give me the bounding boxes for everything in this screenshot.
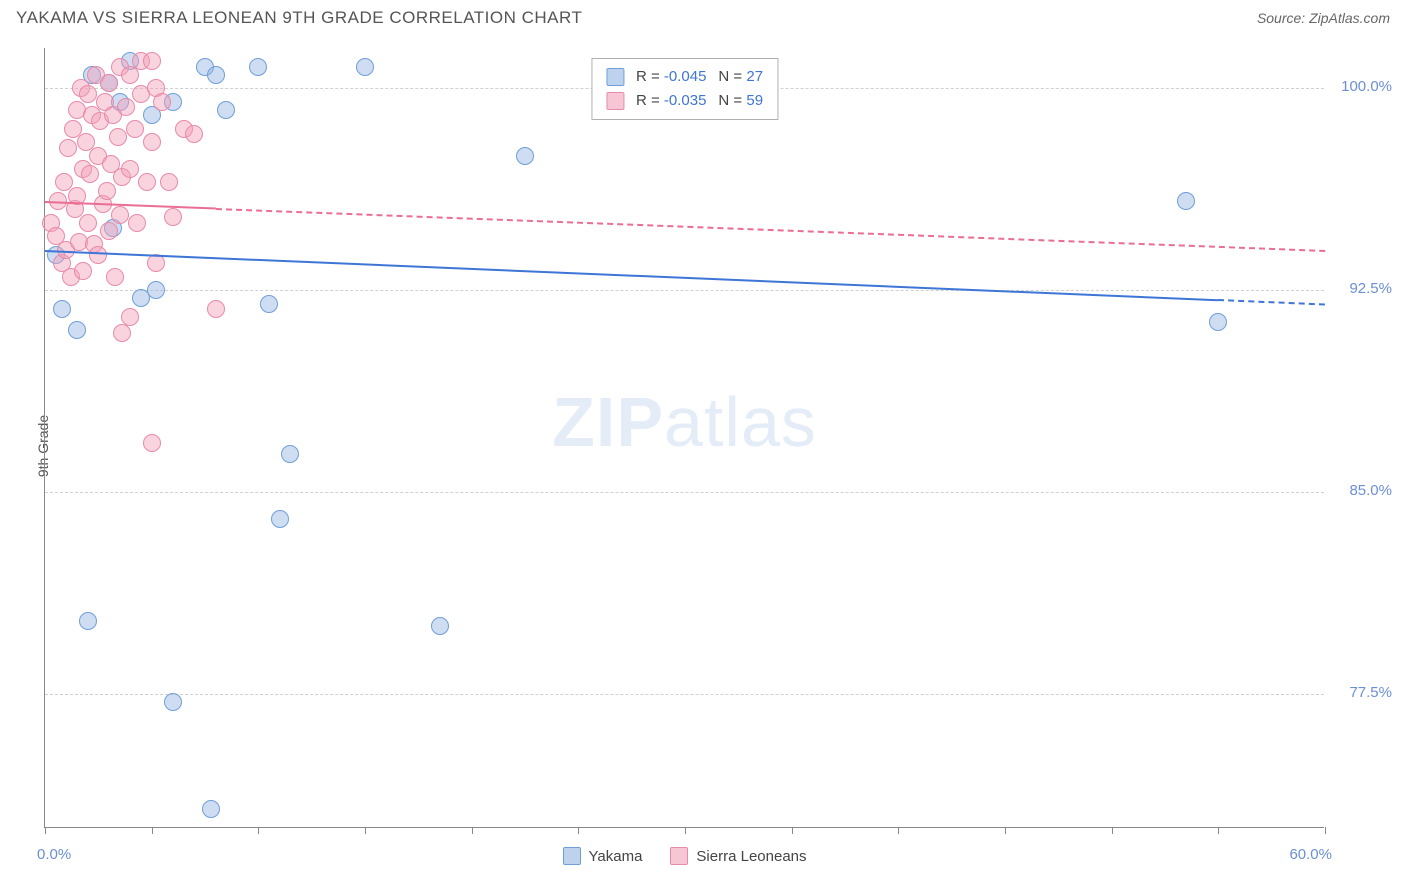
data-point (111, 206, 129, 224)
data-point (516, 147, 534, 165)
data-point (113, 324, 131, 342)
data-point (160, 173, 178, 191)
x-tick (1112, 827, 1113, 834)
data-point (202, 800, 220, 818)
data-point (68, 321, 86, 339)
data-point (356, 58, 374, 76)
page-title: YAKAMA VS SIERRA LEONEAN 9TH GRADE CORRE… (16, 8, 582, 28)
x-tick (365, 827, 366, 834)
data-point (79, 612, 97, 630)
swatch-pink-icon (670, 847, 688, 865)
data-point (98, 182, 116, 200)
trend-line-extrapolated (1218, 299, 1325, 305)
data-point (128, 214, 146, 232)
data-point (153, 93, 171, 111)
data-point (79, 214, 97, 232)
data-point (164, 693, 182, 711)
y-tick-label: 85.0% (1349, 482, 1392, 499)
swatch-pink-icon (606, 92, 624, 110)
data-point (143, 133, 161, 151)
data-point (147, 281, 165, 299)
data-point (106, 268, 124, 286)
x-tick (258, 827, 259, 834)
y-tick-label: 92.5% (1349, 280, 1392, 297)
plot-region: 77.5%85.0%92.5%100.0% (45, 48, 1324, 827)
swatch-blue-icon (606, 68, 624, 86)
data-point (138, 173, 156, 191)
data-point (249, 58, 267, 76)
data-point (79, 85, 97, 103)
data-point (121, 308, 139, 326)
data-point (81, 165, 99, 183)
data-point (100, 74, 118, 92)
x-axis-max-label: 60.0% (1289, 846, 1332, 863)
legend-item-yakama: Yakama (563, 847, 643, 865)
data-point (109, 128, 127, 146)
legend: Yakama Sierra Leoneans (563, 847, 807, 865)
trend-line-extrapolated (216, 208, 1325, 252)
gridline (45, 694, 1324, 695)
data-point (53, 300, 71, 318)
data-point (74, 262, 92, 280)
trend-line (45, 250, 1218, 301)
data-point (143, 434, 161, 452)
data-point (143, 52, 161, 70)
x-tick (1218, 827, 1219, 834)
x-tick (792, 827, 793, 834)
x-tick (578, 827, 579, 834)
data-point (1177, 192, 1195, 210)
x-tick (152, 827, 153, 834)
source-attribution: Source: ZipAtlas.com (1257, 10, 1390, 26)
data-point (281, 445, 299, 463)
swatch-blue-icon (563, 847, 581, 865)
gridline (45, 492, 1324, 493)
stats-row-yakama: R = -0.045 N = 27 (606, 65, 763, 89)
chart-area: 77.5%85.0%92.5%100.0% ZIPatlas R = -0.04… (44, 48, 1324, 828)
data-point (164, 208, 182, 226)
data-point (431, 617, 449, 635)
x-axis-min-label: 0.0% (37, 846, 71, 863)
gridline (45, 290, 1324, 291)
x-tick (685, 827, 686, 834)
data-point (185, 125, 203, 143)
data-point (117, 98, 135, 116)
stats-row-sierra: R = -0.035 N = 59 (606, 89, 763, 113)
data-point (271, 510, 289, 528)
data-point (89, 246, 107, 264)
x-tick (1325, 827, 1326, 834)
x-tick (898, 827, 899, 834)
data-point (126, 120, 144, 138)
y-tick-label: 77.5% (1349, 684, 1392, 701)
data-point (260, 295, 278, 313)
data-point (121, 160, 139, 178)
legend-item-sierra: Sierra Leoneans (670, 847, 806, 865)
data-point (217, 101, 235, 119)
data-point (1209, 313, 1227, 331)
data-point (59, 139, 77, 157)
data-point (207, 66, 225, 84)
data-point (100, 222, 118, 240)
y-tick-label: 100.0% (1341, 78, 1392, 95)
x-tick (1005, 827, 1006, 834)
header: YAKAMA VS SIERRA LEONEAN 9TH GRADE CORRE… (0, 0, 1406, 32)
x-tick (45, 827, 46, 834)
stats-box: R = -0.045 N = 27 R = -0.035 N = 59 (591, 58, 778, 120)
x-tick (472, 827, 473, 834)
data-point (207, 300, 225, 318)
